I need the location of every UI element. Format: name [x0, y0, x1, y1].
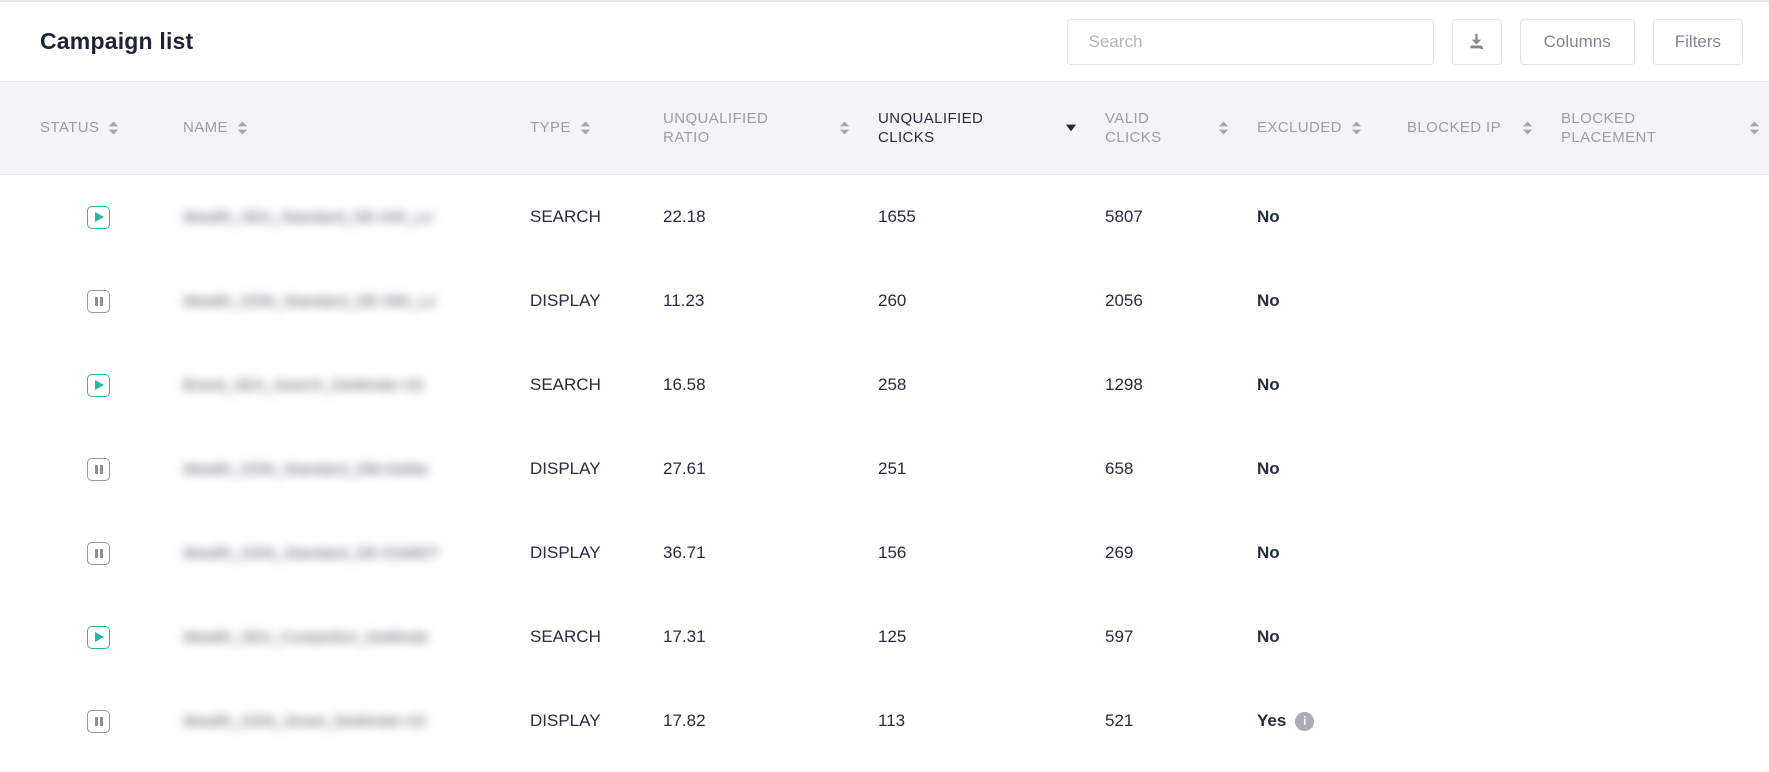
- unqualified-ratio-cell: 36.71: [663, 543, 706, 562]
- table-row: Wealth_GDN_Smart_DeMinder-03 DISPLAY 17.…: [0, 679, 1769, 763]
- excluded-cell: Noi: [1257, 459, 1280, 478]
- unqualified-ratio-cell: 17.31: [663, 627, 706, 646]
- sort-icon: [1749, 121, 1760, 135]
- campaign-name-redacted[interactable]: Wealth_SEA_Competitor_DeMinds: [183, 628, 429, 646]
- campaign-name-redacted[interactable]: Wealth_GDN_Smart_DeMinder-03: [183, 712, 426, 730]
- column-header-status[interactable]: STATUS: [0, 118, 183, 137]
- campaign-status-icon[interactable]: [87, 625, 110, 649]
- sort-icon: [1218, 121, 1229, 135]
- column-header-excluded[interactable]: EXCLUDED: [1257, 118, 1407, 137]
- sort-icon: [839, 121, 850, 135]
- excluded-cell: Yes i: [1257, 711, 1407, 731]
- table-row: Wealth_SEA_Competitor_DeMinds SEARCH 17.…: [0, 595, 1769, 679]
- unqualified-clicks-cell: 125: [878, 627, 907, 646]
- unqualified-ratio-cell: 11.23: [663, 291, 705, 310]
- table-body: Wealth_SEA_Standard_DE-045_Lo SEARCH 22.…: [0, 175, 1769, 763]
- pause-icon: [94, 296, 103, 306]
- unqualified-clicks-cell: 258: [878, 375, 907, 394]
- column-header-name[interactable]: NAME: [183, 118, 530, 137]
- column-header-valid-clicks[interactable]: VALID CLICKS: [1105, 109, 1257, 147]
- play-icon: [95, 380, 104, 390]
- excluded-cell: Noi: [1257, 543, 1280, 562]
- sort-desc-icon: [1065, 124, 1077, 132]
- table-row: Brand_SEA_Search_DeMinder-03 SEARCH 16.5…: [0, 343, 1769, 427]
- download-icon: [1466, 31, 1487, 52]
- type-cell: DISPLAY: [530, 543, 601, 562]
- search-input[interactable]: [1066, 18, 1434, 65]
- valid-clicks-cell: 2056: [1105, 291, 1143, 310]
- excluded-cell: Noi: [1257, 627, 1280, 646]
- campaign-name-redacted[interactable]: Wealth_GDN_Standard_DE-DSMDT: [183, 544, 440, 562]
- type-cell: DISPLAY: [530, 291, 601, 310]
- campaign-status-icon[interactable]: [87, 289, 110, 313]
- campaign-name-redacted[interactable]: Wealth_GDN_Standard_DM-DeMa: [183, 460, 428, 478]
- sort-icon: [580, 121, 591, 135]
- type-cell: DISPLAY: [530, 711, 601, 730]
- campaign-status-icon[interactable]: [87, 541, 110, 565]
- campaign-status-icon[interactable]: [87, 205, 110, 229]
- valid-clicks-cell: 597: [1105, 627, 1134, 646]
- column-header-type[interactable]: TYPE: [530, 118, 663, 137]
- sort-icon: [1522, 121, 1533, 135]
- columns-button[interactable]: Columns: [1519, 18, 1635, 65]
- excluded-cell: Noi: [1257, 291, 1280, 310]
- unqualified-clicks-cell: 156: [878, 543, 907, 562]
- excluded-cell: Noi: [1257, 375, 1280, 394]
- unqualified-ratio-cell: 16.58: [663, 375, 706, 394]
- pause-icon: [94, 464, 103, 474]
- sort-icon: [237, 121, 248, 135]
- campaign-status-icon[interactable]: [87, 457, 110, 481]
- type-cell: SEARCH: [530, 375, 601, 394]
- campaign-name-redacted[interactable]: Wealth_GDN_Standard_DE-090_Lo: [183, 292, 437, 310]
- filters-button[interactable]: Filters: [1652, 18, 1743, 65]
- unqualified-clicks-cell: 260: [878, 291, 907, 310]
- type-cell: SEARCH: [530, 627, 601, 646]
- unqualified-clicks-cell: 1655: [878, 207, 916, 226]
- column-header-unqualified-clicks[interactable]: UNQUALIFIED CLICKS: [878, 109, 1105, 147]
- valid-clicks-cell: 269: [1105, 543, 1134, 562]
- table-row: Wealth_SEA_Standard_DE-045_Lo SEARCH 22.…: [0, 175, 1769, 259]
- valid-clicks-cell: 5807: [1105, 207, 1143, 226]
- unqualified-clicks-cell: 113: [878, 711, 906, 730]
- campaign-name-redacted[interactable]: Brand_SEA_Search_DeMinder-03: [183, 376, 424, 394]
- sort-icon: [108, 121, 119, 135]
- sort-icon: [1351, 121, 1362, 135]
- table-row: Wealth_GDN_Standard_DM-DeMa DISPLAY 27.6…: [0, 427, 1769, 511]
- toolbar: Columns Filters: [1066, 18, 1743, 65]
- campaign-status-icon[interactable]: [87, 709, 110, 733]
- table-row: Wealth_GDN_Standard_DE-090_Lo DISPLAY 11…: [0, 259, 1769, 343]
- page-title: Campaign list: [40, 28, 194, 54]
- valid-clicks-cell: 658: [1105, 459, 1134, 478]
- campaign-status-icon[interactable]: [87, 373, 110, 397]
- excluded-cell: Noi: [1257, 207, 1280, 226]
- column-header-blocked-ip[interactable]: BLOCKED IP: [1407, 118, 1561, 137]
- table-header: STATUS NAME TYPE UNQUALIFIED RATIO: [0, 81, 1769, 175]
- unqualified-clicks-cell: 251: [878, 459, 907, 478]
- pause-icon: [94, 716, 103, 726]
- unqualified-ratio-cell: 22.18: [663, 207, 706, 226]
- info-icon[interactable]: i: [1295, 711, 1315, 731]
- top-bar: Campaign list Columns Filters: [0, 2, 1769, 81]
- table-row: Wealth_GDN_Standard_DE-DSMDT DISPLAY 36.…: [0, 511, 1769, 595]
- column-header-unqualified-ratio[interactable]: UNQUALIFIED RATIO: [663, 109, 878, 147]
- type-cell: SEARCH: [530, 207, 601, 226]
- play-icon: [95, 212, 104, 222]
- play-icon: [95, 632, 104, 642]
- pause-icon: [94, 548, 103, 558]
- valid-clicks-cell: 1298: [1105, 375, 1143, 394]
- type-cell: DISPLAY: [530, 459, 601, 478]
- column-header-blocked-placement[interactable]: BLOCKED PLACEMENT: [1561, 109, 1769, 147]
- download-button[interactable]: [1451, 18, 1502, 65]
- unqualified-ratio-cell: 27.61: [663, 459, 706, 478]
- campaign-name-redacted[interactable]: Wealth_SEA_Standard_DE-045_Lo: [183, 208, 433, 226]
- valid-clicks-cell: 521: [1105, 711, 1134, 730]
- unqualified-ratio-cell: 17.82: [663, 711, 706, 730]
